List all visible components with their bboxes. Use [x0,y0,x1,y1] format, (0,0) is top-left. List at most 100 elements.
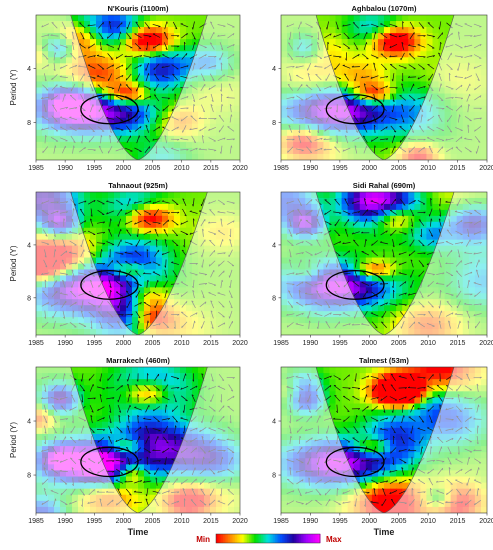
heatmap-cell [408,203,415,211]
heatmap-cell [168,45,175,52]
heatmap-cell [180,57,187,64]
heatmap-cell [156,257,163,265]
phase-arrow [135,290,141,298]
phase-arrow-head [92,245,95,247]
heatmap-cell [168,275,175,282]
phase-arrow [135,115,141,122]
heatmap-cell [408,51,415,58]
phase-arrow [417,85,426,90]
heatmap-cell [126,233,133,241]
heatmap-cell [126,147,133,155]
heatmap-cell [365,39,373,46]
heatmap-cell [120,257,127,265]
heatmap-cell [371,147,379,155]
heatmap-cell [377,239,385,247]
phase-arrow [135,73,141,81]
phase-arrow [126,300,131,309]
heatmap-cell [90,21,97,28]
heatmap-cell [174,87,181,95]
phase-arrow-head [336,27,339,30]
heatmap-cell [444,192,452,199]
phase-arrow-head [110,58,113,60]
phase-arrow-head [164,265,166,268]
x-tick-label: 2000 [116,340,132,347]
phase-arrow [180,220,189,225]
heatmap-cell [156,221,163,229]
heatmap-cell [156,33,163,40]
heatmap-cell [341,39,349,46]
heatmap-cell [402,221,409,229]
heatmap-cell [168,81,175,89]
heatmap-cell [371,233,379,241]
phase-arrow [134,126,142,132]
heatmap-cell [180,245,187,253]
heatmap-cell [396,311,403,318]
heatmap-cell [426,27,434,34]
phase-arrow [181,53,188,60]
heatmap-cell [414,93,421,101]
heatmap-cell [186,192,193,199]
phase-arrow-head [438,27,440,30]
heatmap-cell [353,69,361,77]
heatmap-cell [126,75,133,83]
heatmap-cell [108,299,115,306]
heatmap-cell [365,69,373,77]
phase-arrow [107,260,113,267]
heatmap-cell [132,233,139,241]
heatmap-cell [377,105,385,113]
heatmap-cell [150,51,157,58]
heatmap-cell [377,153,385,160]
heatmap-cell [335,21,343,28]
heatmap-cell [180,63,187,70]
heatmap-cell [359,93,367,101]
heatmap-cell [138,87,145,95]
phase-arrow [125,290,132,298]
heatmap-cell [144,245,151,253]
heatmap-cell [198,192,205,199]
heatmap-cell [396,93,403,101]
heatmap-cell [198,15,205,22]
heatmap-cell [396,203,403,211]
phase-arrow [363,125,368,133]
heatmap-cell [132,93,139,101]
heatmap-cell [186,197,193,205]
phase-arrow [324,33,332,39]
phase-arrow-head [100,48,102,51]
heatmap-cell [341,27,349,34]
heatmap-cell [444,203,452,211]
heatmap-cell [408,192,415,199]
heatmap-cell [359,15,367,22]
heatmap-cell [114,275,121,282]
heatmap-cell [402,93,409,101]
phase-arrow-head [401,104,404,107]
phase-arrow [134,200,142,204]
heatmap-cell [396,197,403,205]
heatmap-cell [132,15,139,22]
phase-arrow-head [149,95,152,99]
heatmap-cell [432,233,440,241]
phase-arrow [392,73,395,82]
heatmap-cell [168,269,175,277]
heatmap-cell [108,87,115,95]
x-tick-label: 1990 [57,340,73,347]
heatmap-cell [402,251,409,259]
heatmap-cell [335,192,343,199]
heatmap-cell [377,257,385,265]
heatmap-cell [162,221,169,229]
heatmap-cell [180,239,187,247]
phase-arrow [137,228,139,237]
heatmap-cell [162,192,169,199]
heatmap-cell [138,105,145,113]
heatmap-cell [359,33,367,40]
phase-arrow [126,229,132,237]
heatmap-cell [120,51,127,58]
phase-arrow-head [96,54,100,56]
heatmap-cell [347,63,355,70]
heatmap-cell [359,287,367,294]
heatmap-cell [420,39,428,46]
heatmap-cell [162,87,169,95]
heatmap-cell [102,99,109,107]
heatmap-cell [432,21,440,28]
heatmap-cell [371,123,379,131]
heatmap-cell [186,221,193,229]
